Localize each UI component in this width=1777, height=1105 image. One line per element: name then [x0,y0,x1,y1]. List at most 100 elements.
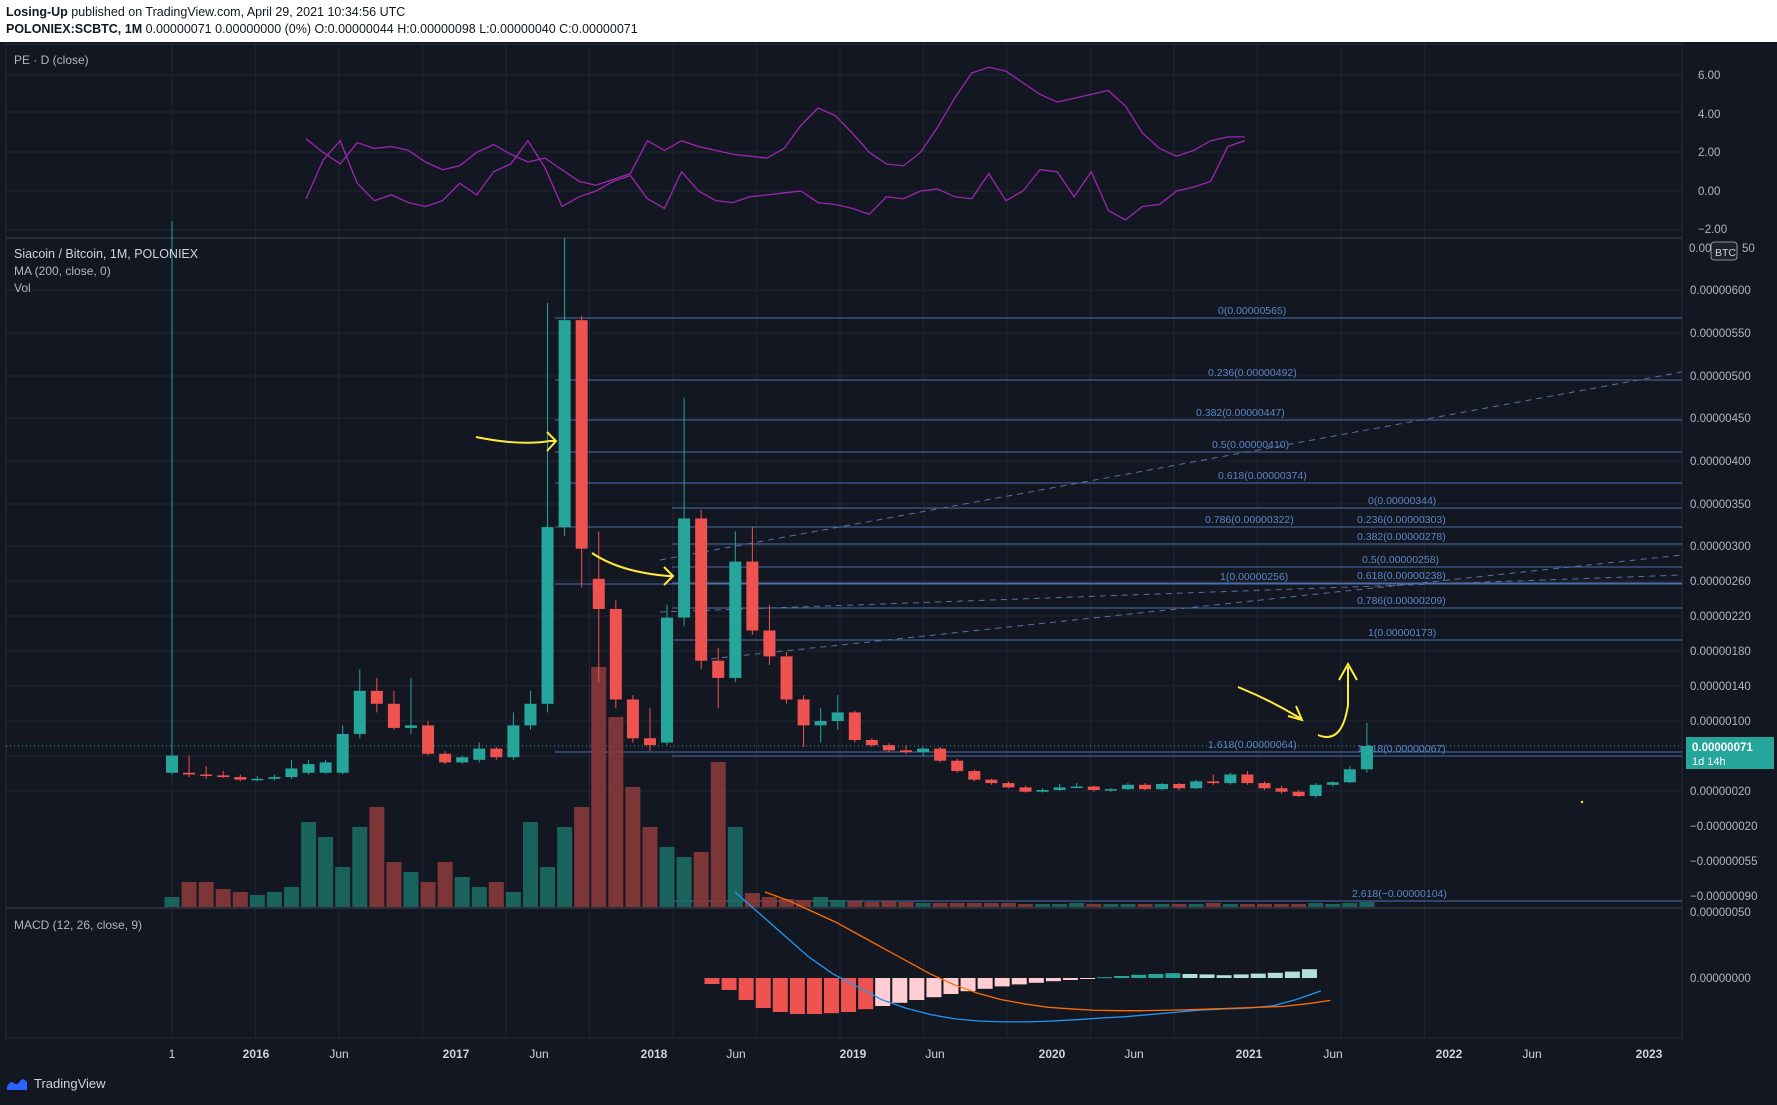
volume-bar [1103,904,1119,907]
macd-histogram-bar [789,978,805,1014]
annotation-arrow-head [1338,661,1358,681]
currency-badge: 0.00 BTC 50 [1689,241,1755,261]
volume-bar [369,807,385,907]
macd-histogram-bar [1097,977,1113,979]
price-tick-label: 0.00000220 [1690,611,1751,623]
volume-bar [881,901,897,907]
volume-bar [454,877,470,907]
volume-bar [659,847,675,907]
pe-tick-label: −2.00 [1698,224,1727,236]
footer-brand[interactable]: TradingView [6,1076,106,1091]
price-axis[interactable]: 0.00000600 0.00000550 0.00000500 0.00000450… [1690,70,1757,985]
publish-header: Losing-Up published on TradingView.com, … [0,0,1777,42]
volume-bar [437,862,453,907]
candle-body [951,760,964,772]
time-axis[interactable]: 1 2016 Jun 2017 Jun 2018 Jun 2019 Jun 2020 Jun 2021… [169,1047,1663,1061]
volume-bar [335,867,351,907]
candle-body [780,656,793,700]
volume-bar [1325,904,1341,907]
volume-bar [949,903,965,907]
volume-bar [181,882,197,907]
macd-tick-label: 0.00000000 [1690,973,1751,985]
time-tick-label: 2020 [1039,1047,1066,1061]
volume-bar [1308,903,1324,907]
fib-level-label: 0.382(0.00000278) [1357,531,1446,543]
volume-bar [1137,904,1153,907]
candle-body [609,608,622,700]
macd-indicator [704,891,1331,1023]
volume-bar [232,892,248,907]
ohlc-info: POLONIEX:SCBTC, 1M 0.00000071 0.00000000… [6,22,638,36]
annotation-arrow [1317,667,1349,738]
volume-bar [796,900,812,907]
volume-bar [215,889,231,907]
volume-bar [266,892,282,907]
price-tick-label: 0.00000020 [1690,786,1751,798]
annotation-arrow-head [1287,705,1304,722]
macd-histogram-bar [1045,978,1061,982]
candle-body [183,772,196,775]
annotation-arrow-head [663,566,675,586]
volume-bar [403,872,419,907]
volume-bar [1359,902,1375,907]
candlestick-series [166,221,1373,798]
candle-body [456,757,469,763]
price-tick-label: −0.00000090 [1690,891,1757,903]
volume-bar [642,827,658,907]
annotation-arrow [475,436,556,444]
trendlines [659,371,1683,661]
fib-level-label: 0.618(0.00000374) [1218,470,1307,482]
pe-tick-label: 6.00 [1698,70,1720,82]
macd-histogram-bar [1080,978,1096,979]
candle-body [592,578,605,609]
candle-body [1019,787,1032,792]
time-tick-label: 2016 [243,1047,270,1061]
volume-bar [1256,904,1272,907]
publisher-name[interactable]: Losing-Up [6,5,68,19]
volume-bar [574,807,590,907]
volume-bar [625,787,641,907]
macd-histogram-bar [909,978,925,1000]
volume-bar [1120,904,1136,907]
volume-bar [1069,903,1085,907]
macd-pane-label: MACD (12, 26, close, 9) [14,918,142,932]
macd-histogram-bar [772,978,788,1012]
volume-bar [249,895,265,907]
volume-bar [693,852,709,907]
candle-body [661,617,674,743]
macd-histogram-bar [806,978,822,1014]
candle-body [1138,784,1151,790]
fib-level-label: 0.236(0.00000492) [1208,367,1297,379]
volume-bar [983,903,999,907]
candle-body [370,690,383,704]
candle-body [678,518,691,618]
candle-body [575,320,588,549]
volume-bar [1171,904,1187,907]
volume-bar [198,882,214,907]
macd-histogram-bar [1131,974,1147,978]
volume-bar [710,762,726,907]
candle-body [507,725,520,758]
time-tick-label: 2022 [1436,1047,1463,1061]
candle-body [251,778,264,781]
candle-body [404,725,417,728]
volume-bar [744,893,760,907]
volume-bar [540,867,556,907]
candle-body [285,768,298,778]
top-axis-label-right: 50 [1742,243,1755,255]
ohlc-values: 0.00000071 0.00000000 (0%) O:0.00000044 … [142,22,638,36]
candle-body [234,777,247,780]
candle-body [985,779,998,784]
price-tick-label: 0.00000100 [1690,716,1751,728]
candle-body [473,748,486,760]
candle-body [1053,787,1066,790]
current-price-label: 0.00000071 [1692,742,1753,754]
fib-level-label: 0(0.00000344) [1368,495,1436,507]
volume-bar [813,897,829,907]
volume-bar [301,822,317,907]
volume-bar [847,901,863,907]
volume-bar [1018,904,1033,907]
volume-bar [488,882,504,907]
macd-histogram-bar [875,978,891,1006]
